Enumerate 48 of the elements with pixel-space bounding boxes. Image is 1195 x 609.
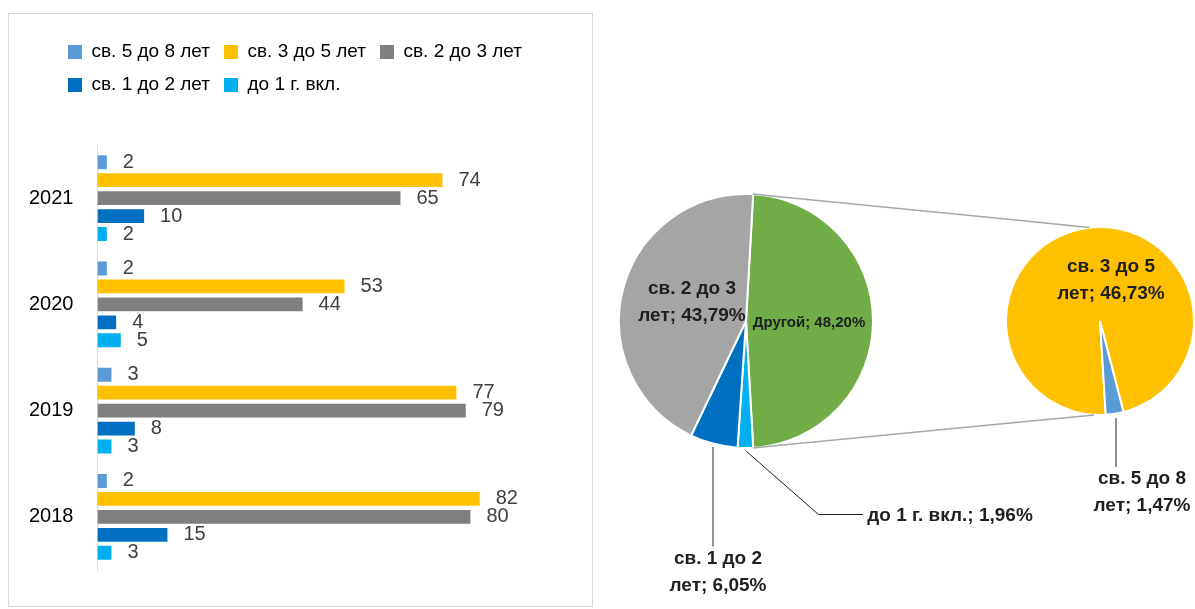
bar [97,191,401,206]
bar [97,297,303,312]
bar [97,367,112,382]
data-label: 3 [127,362,139,385]
bar [97,492,480,506]
bar [97,315,117,330]
slice-label: св. 2 до 3 лет; 43,79% [637,276,747,327]
bar [97,527,168,542]
data-label: 15 [183,522,206,545]
bar [97,261,107,276]
data-label: 53 [360,273,383,296]
slice-label: св. 1 до 2 лет; 6,05% [668,545,768,597]
data-label: 3 [127,434,139,457]
data-label: 2 [122,221,134,244]
legend-label: св. 5 до 8 лет [91,40,211,62]
data-label: 2 [122,255,134,278]
slice-label: св. 5 до 8 лет; 1,47% [1092,466,1192,517]
data-label: 3 [127,540,139,563]
bar [97,333,121,348]
y-tick-label: 2020 [29,291,74,314]
legend-label: до 1 г. вкл. [247,73,341,95]
data-label: 44 [318,291,341,314]
data-label: 74 [458,167,481,190]
data-label: 65 [416,185,439,208]
bar [97,509,471,524]
bar [97,227,107,241]
legend-label: св. 1 до 2 лет [91,73,211,95]
bar [97,421,135,436]
bar [97,545,112,560]
slice-label: до 1 г. вкл.; 1,96% [866,503,1034,527]
bar [97,173,443,188]
data-label: 10 [160,203,183,226]
legend-label: св. 3 до 5 лет [247,40,367,62]
bar [97,474,107,488]
y-tick-label: 2019 [29,398,74,421]
slice-label: Другой; 48,20% [751,311,867,332]
bar [97,155,107,170]
data-label: 2 [122,468,134,491]
bar [97,209,145,223]
data-label: 8 [150,416,162,439]
y-tick-label: 2018 [29,504,74,527]
legend-label: св. 2 до 3 лет [403,40,523,62]
y-tick-label: 2021 [29,185,74,208]
data-label: 2 [122,149,134,172]
bar [97,279,345,294]
slice-label: св. 3 до 5 лет; 46,73% [1056,254,1166,305]
bar [97,403,466,418]
bar [97,385,457,400]
